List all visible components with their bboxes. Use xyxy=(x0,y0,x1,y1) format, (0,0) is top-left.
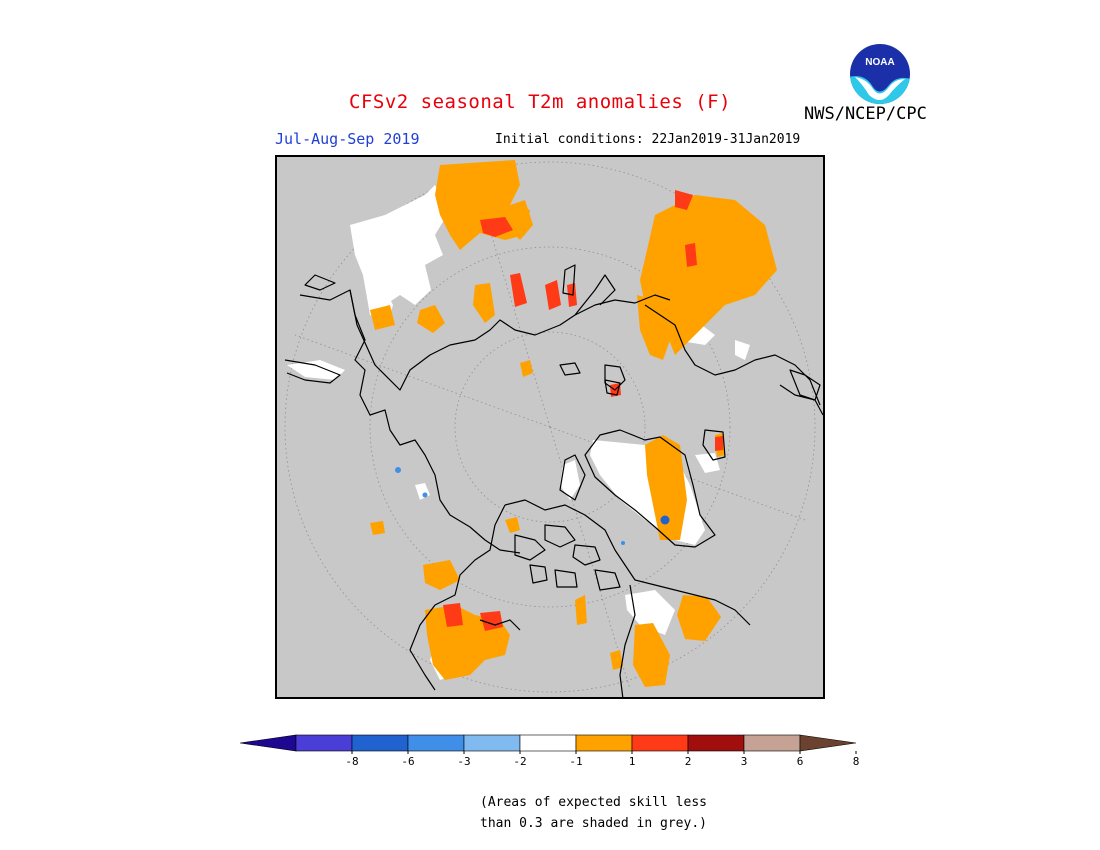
colorbar-swatch-low-end xyxy=(240,734,297,752)
colorbar-tick-labels: -8 -6 -3 -2 -1 1 2 3 6 8 xyxy=(345,755,859,768)
colorbar-swatches xyxy=(240,734,857,754)
colorbar-swatch xyxy=(575,734,633,752)
colorbar-tick-label: -6 xyxy=(401,755,414,768)
map-frame xyxy=(275,155,825,699)
colorbar-swatch xyxy=(743,734,801,752)
skill-note: (Areas of expected skill less than 0.3 a… xyxy=(480,792,707,834)
initial-conditions-label: Initial conditions: 22Jan2019-31Jan2019 xyxy=(495,132,801,147)
anomaly-white-regions xyxy=(287,185,750,680)
colorbar-swatch xyxy=(687,734,745,752)
colorbar-tick-label: 6 xyxy=(797,755,804,768)
map-title: CFSv2 seasonal T2m anomalies (F) xyxy=(349,91,732,113)
coastlines xyxy=(284,264,824,699)
skill-note-line1: (Areas of expected skill less xyxy=(480,795,707,810)
colorbar-tick-label: -2 xyxy=(513,755,526,768)
anomaly-blue-spots xyxy=(395,467,670,545)
colorbar-tick-label: -8 xyxy=(345,755,358,768)
colorbar-swatch xyxy=(295,734,353,752)
colorbar-tick-label: -1 xyxy=(569,755,582,768)
colorbar-tick-label: 2 xyxy=(685,755,692,768)
colorbar-swatch xyxy=(631,734,689,752)
colorbar-tick-label: -3 xyxy=(457,755,470,768)
colorbar-tick-label: 3 xyxy=(741,755,748,768)
noaa-logo: NOAA xyxy=(850,44,910,104)
anomaly-orange-regions xyxy=(370,160,777,687)
organization-label: NWS/NCEP/CPC xyxy=(804,104,927,124)
season-label: Jul-Aug-Sep 2019 xyxy=(275,130,420,148)
colorbar-swatch xyxy=(351,734,409,752)
colorbar-tick-label: 1 xyxy=(629,755,636,768)
polar-anomaly-map xyxy=(275,155,825,699)
svg-text:NOAA: NOAA xyxy=(865,57,894,68)
colorbar-swatch xyxy=(519,734,577,752)
colorbar-swatch-high-end xyxy=(799,734,857,752)
colorbar-swatch xyxy=(463,734,521,752)
colorbar: -8 -6 -3 -2 -1 1 2 3 6 8 xyxy=(240,734,859,768)
colorbar-tick-label: 8 xyxy=(853,755,860,768)
colorbar-swatch xyxy=(407,734,465,752)
skill-note-line2: than 0.3 are shaded in grey.) xyxy=(480,816,707,831)
map-content xyxy=(284,160,824,699)
anomaly-red-regions xyxy=(443,190,723,631)
